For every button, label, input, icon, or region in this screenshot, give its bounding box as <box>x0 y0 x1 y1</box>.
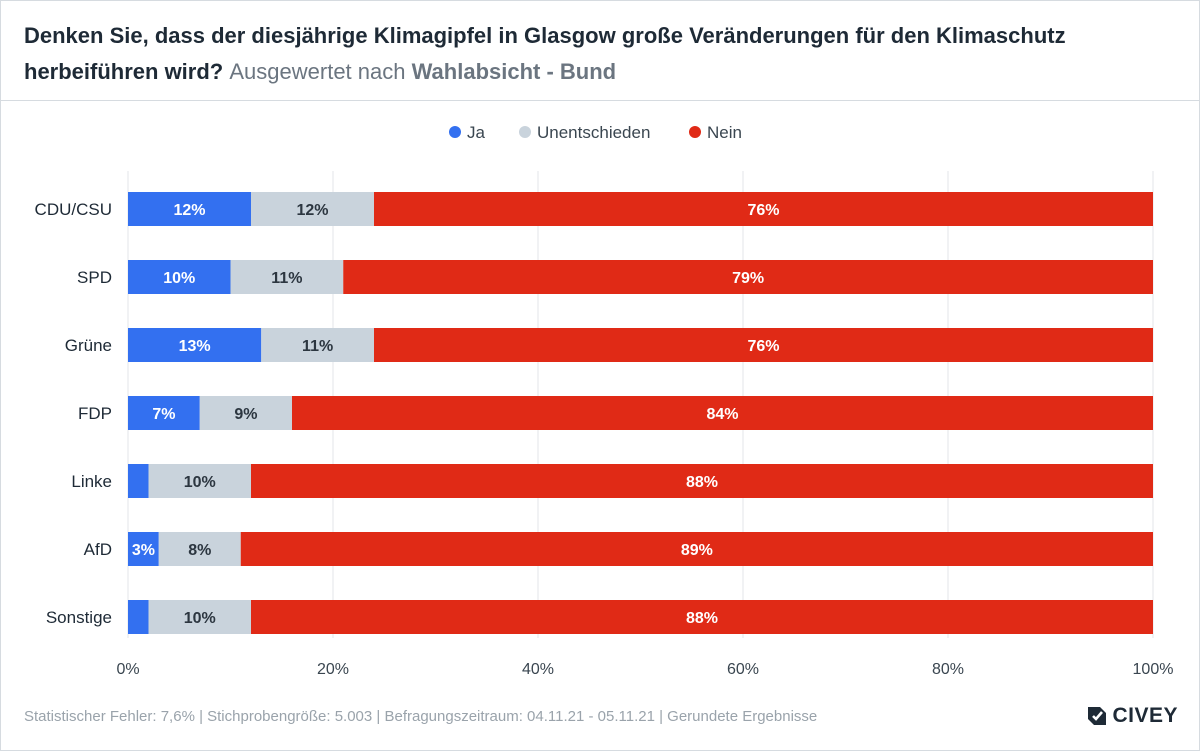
data-label-ja: 13% <box>179 338 211 355</box>
title-subtitle: Ausgewertet nach Wahlabsicht - Bund <box>229 59 616 84</box>
data-label-nein: 84% <box>706 406 738 423</box>
data-label-unentschieden: 11% <box>302 338 333 355</box>
chart-header: Denken Sie, dass der diesjährige Klimagi… <box>0 0 1200 101</box>
bar-nein[interactable] <box>240 532 1153 566</box>
legend-marker-unentschieden[interactable] <box>519 126 531 138</box>
chart-title: Denken Sie, dass der diesjährige Klimagi… <box>24 18 1176 90</box>
data-label-unentschieden: 10% <box>184 474 216 491</box>
stacked-bar-chart: Ja Unentschieden Nein 0% 20% 40% 60% 80% 100% CDU… <box>35 123 1174 678</box>
bar-ja[interactable] <box>128 328 262 362</box>
data-label-unentschieden: 12% <box>296 202 328 219</box>
bar-unentschieden[interactable] <box>230 260 344 294</box>
legend-label-ja[interactable]: Ja <box>467 123 486 142</box>
data-label-ja: 7% <box>152 406 175 423</box>
x-tick-label: 60% <box>727 661 759 678</box>
data-label-unentschieden: 11% <box>271 270 302 287</box>
bar-unentschieden[interactable] <box>148 600 252 634</box>
x-tick-label: 100% <box>1133 661 1174 678</box>
bar-unentschieden[interactable] <box>199 396 292 430</box>
category-label: FDP <box>78 404 112 423</box>
category-label: AfD <box>84 540 112 559</box>
bar-unentschieden[interactable] <box>148 464 252 498</box>
bar-nein[interactable] <box>292 396 1153 430</box>
bar-nein[interactable] <box>374 192 1153 226</box>
civey-logo-text: CIVEY <box>1112 704 1178 727</box>
data-label-nein: 76% <box>747 338 779 355</box>
bar-unentschieden[interactable] <box>261 328 374 362</box>
subtitle-bold: Wahlabsicht - Bund <box>411 59 617 84</box>
data-label-ja: 3% <box>132 542 155 559</box>
x-tick-label: 20% <box>317 661 349 678</box>
bar-ja[interactable] <box>128 396 200 430</box>
data-label-nein: 89% <box>681 542 713 559</box>
data-label-nein: 88% <box>686 474 718 491</box>
category-label: Grüne <box>65 336 112 355</box>
subtitle-prefix: Ausgewertet nach <box>229 59 406 84</box>
bar-ja[interactable] <box>128 192 251 226</box>
bar-unentschieden[interactable] <box>158 532 241 566</box>
bar-nein[interactable] <box>251 464 1153 498</box>
data-label-ja: 12% <box>173 202 205 219</box>
data-label-nein: 88% <box>686 610 718 627</box>
data-label-unentschieden: 8% <box>188 542 211 559</box>
x-tick-label: 40% <box>522 661 554 678</box>
data-label-ja: 10% <box>163 270 195 287</box>
footer-note: Statistischer Fehler: 7,6% | Stichproben… <box>24 708 818 725</box>
legend-marker-ja[interactable] <box>449 126 461 138</box>
data-label-unentschieden: 9% <box>234 406 257 423</box>
data-label-nein: 76% <box>747 202 779 219</box>
bar-unentschieden[interactable] <box>251 192 374 226</box>
legend-marker-nein[interactable] <box>689 126 701 138</box>
bar-ja[interactable] <box>128 532 159 566</box>
civey-logo-icon <box>1088 707 1107 725</box>
bar-nein[interactable] <box>251 600 1153 634</box>
bar-ja[interactable] <box>128 600 149 634</box>
bar-ja[interactable] <box>128 464 149 498</box>
bar-nein[interactable] <box>343 260 1153 294</box>
legend-label-nein[interactable]: Nein <box>707 123 742 142</box>
category-label: SPD <box>77 268 112 287</box>
bar-ja[interactable] <box>128 260 231 294</box>
x-tick-label: 0% <box>116 661 139 678</box>
title-main: Denken Sie, dass der diesjährige Klimagi… <box>24 23 1066 84</box>
legend-label-unentschieden[interactable]: Unentschieden <box>537 123 650 142</box>
category-label: Sonstige <box>46 608 112 627</box>
civey-logo[interactable]: CIVEY <box>1086 704 1178 728</box>
category-label: Linke <box>71 472 112 491</box>
data-label-nein: 79% <box>732 270 764 287</box>
x-tick-label: 80% <box>932 661 964 678</box>
data-label-unentschieden: 10% <box>184 610 216 627</box>
bar-nein[interactable] <box>374 328 1153 362</box>
category-label: CDU/CSU <box>35 200 112 219</box>
